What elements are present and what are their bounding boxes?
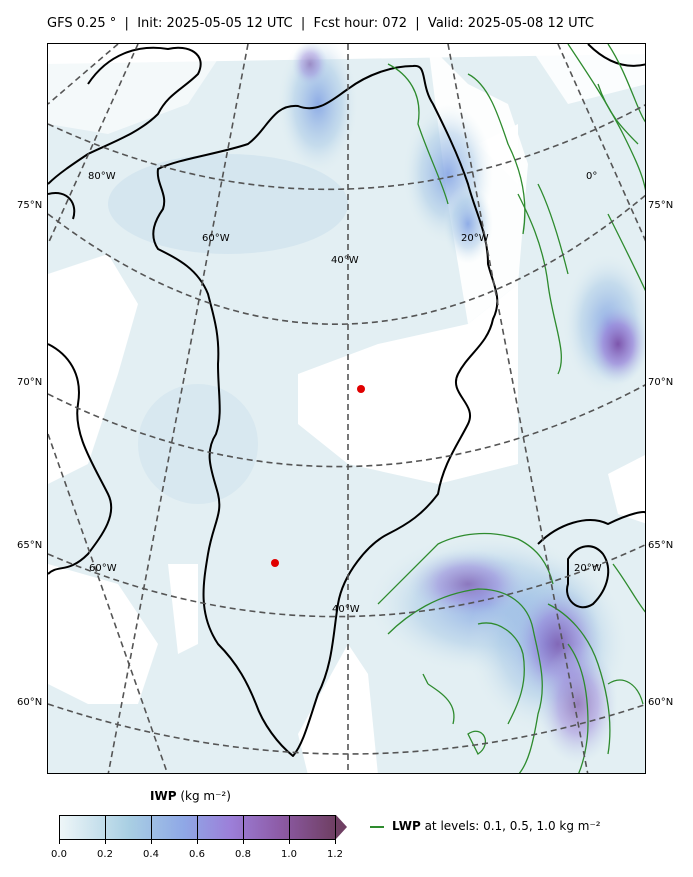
colorbar-tick-label: 0.6 — [189, 849, 205, 860]
colorbar-divider — [197, 816, 198, 839]
colorbar-extend-arrow — [336, 815, 347, 839]
colorbar-tickmark — [289, 840, 290, 844]
lwp-legend-var: LWP — [392, 819, 421, 833]
colorbar-tick-label: 0.2 — [97, 849, 113, 860]
colorbar-tick-label: 0.4 — [143, 849, 159, 860]
map-canvas — [48, 44, 645, 773]
lwp-legend-label: LWP at levels: 0.1, 0.5, 1.0 kg m⁻² — [392, 819, 601, 833]
colorbar-tickmark — [151, 840, 152, 844]
lat-label: 70°N — [648, 377, 674, 388]
colorbar-divider — [151, 816, 152, 839]
graticule — [48, 44, 645, 773]
lat-label: 75°N — [17, 200, 43, 211]
colorbar-tickmark — [243, 840, 244, 844]
lat-label: 65°N — [17, 540, 43, 551]
coastlines — [48, 44, 645, 757]
map-panel: 80°W 60°W 40°W 20°W 0° 60°W 40°W 20°W — [47, 43, 646, 774]
colorbar-title-var: IWP — [150, 789, 177, 803]
colorbar-tick-label: 0.0 — [51, 849, 67, 860]
colorbar-tick-label: 1.0 — [281, 849, 297, 860]
lon-label: 40°W — [332, 604, 360, 615]
lat-label: 65°N — [648, 540, 674, 551]
colorbar-divider — [289, 816, 290, 839]
station-marker — [357, 385, 365, 393]
lwp-legend-levels: at levels: 0.1, 0.5, 1.0 kg m⁻² — [420, 819, 601, 833]
colorbar-title-unit: (kg m⁻²) — [176, 789, 231, 803]
lon-label: 40°W — [331, 255, 359, 266]
colorbar-tickmark — [59, 840, 60, 844]
colorbar-divider — [243, 816, 244, 839]
colorbar-title: IWP (kg m⁻²) — [150, 789, 231, 803]
colorbar — [59, 815, 336, 840]
colorbar-tickmark — [197, 840, 198, 844]
colorbar-tick-label: 1.2 — [327, 849, 343, 860]
station-marker — [271, 559, 279, 567]
lon-label: 0° — [586, 171, 598, 182]
lat-label: 60°N — [648, 697, 674, 708]
lat-label: 75°N — [648, 200, 674, 211]
map-title: GFS 0.25 ° | Init: 2025-05-05 12 UTC | F… — [47, 16, 594, 31]
colorbar-tickmark — [335, 840, 336, 844]
colorbar-divider — [105, 816, 106, 839]
colorbar-tick-label: 0.8 — [235, 849, 251, 860]
iwp-field — [48, 44, 645, 773]
lon-label: 20°W — [574, 563, 602, 574]
colorbar-tickmark — [105, 840, 106, 844]
lat-label: 70°N — [17, 377, 43, 388]
lat-label: 60°N — [17, 697, 43, 708]
lon-label: 20°W — [461, 233, 489, 244]
lon-label: 80°W — [88, 171, 116, 182]
lwp-legend-swatch — [370, 826, 384, 828]
lon-label: 60°W — [202, 233, 230, 244]
lon-label: 60°W — [89, 563, 117, 574]
